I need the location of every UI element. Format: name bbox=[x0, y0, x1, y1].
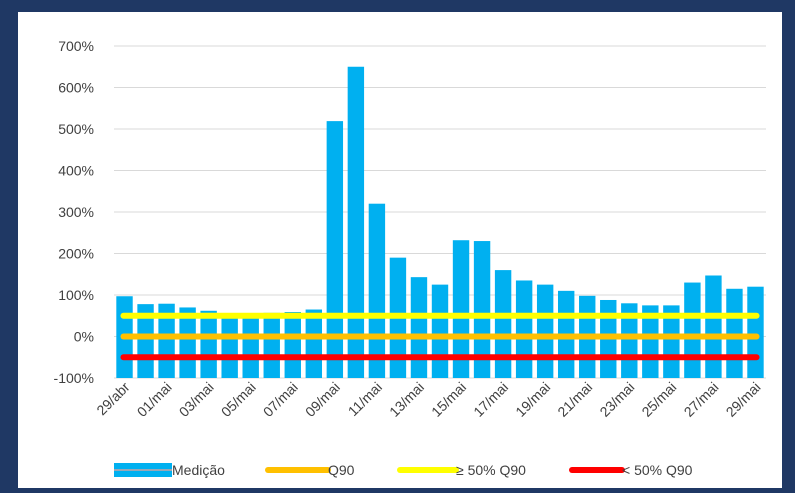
y-tick-label: 0% bbox=[74, 329, 94, 345]
y-tick-label: 700% bbox=[58, 38, 94, 54]
bar bbox=[515, 280, 533, 378]
x-tick-label: 23/mai bbox=[596, 379, 637, 420]
y-tick-label: -100% bbox=[54, 370, 94, 386]
x-tick-label: 21/mai bbox=[554, 379, 595, 420]
bar bbox=[684, 282, 701, 378]
x-tick-label: 29/abr bbox=[93, 379, 133, 419]
legend-label: Q90 bbox=[328, 462, 355, 478]
bar bbox=[242, 313, 259, 378]
legend-label: ≥ 50% Q90 bbox=[456, 462, 526, 478]
bar bbox=[284, 312, 301, 378]
y-tick-label: 400% bbox=[58, 163, 94, 179]
legend-label: Medição bbox=[172, 462, 225, 478]
bar bbox=[221, 313, 238, 378]
bar bbox=[410, 277, 428, 378]
y-tick-label: 200% bbox=[58, 246, 94, 262]
bars bbox=[116, 66, 764, 379]
x-tick-label: 09/mai bbox=[302, 379, 343, 420]
chart: -100% 0% 100% 200% 300% 400% 500% 600% 700% 29/a… bbox=[54, 38, 766, 478]
x-tick-label: 03/mai bbox=[176, 379, 217, 420]
x-tick-label: 29/mai bbox=[723, 379, 764, 420]
x-tick-label: 15/mai bbox=[428, 379, 469, 420]
x-tick-label: 13/mai bbox=[386, 379, 427, 420]
bar bbox=[452, 240, 470, 378]
bar bbox=[705, 275, 722, 378]
x-tick-label: 05/mai bbox=[218, 379, 259, 420]
reference-lines bbox=[120, 312, 760, 361]
x-tick-label: 17/mai bbox=[470, 379, 511, 420]
legend: Medição Q90 ≥ 50% Q90 < 50% Q90 bbox=[114, 462, 693, 478]
x-axis-labels: 29/abr 01/mai 03/mai 05/mai 07/mai 09/mai 11/m… bbox=[93, 379, 763, 420]
y-tick-label: 600% bbox=[58, 80, 94, 96]
y-axis-labels: -100% 0% 100% 200% 300% 400% 500% 600% 700% bbox=[54, 38, 94, 386]
bar bbox=[431, 284, 449, 378]
bar bbox=[494, 270, 512, 378]
y-tick-label: 300% bbox=[58, 204, 94, 220]
chart-panel: -100% 0% 100% 200% 300% 400% 500% 600% 700% 29/a… bbox=[18, 12, 782, 488]
x-tick-label: 27/mai bbox=[681, 379, 722, 420]
bar bbox=[200, 310, 217, 378]
bar bbox=[726, 288, 743, 378]
bar bbox=[536, 284, 554, 378]
x-tick-label: 01/mai bbox=[134, 379, 175, 420]
bar bbox=[747, 286, 764, 378]
bar bbox=[179, 307, 196, 378]
bar bbox=[263, 312, 280, 378]
y-tick-label: 100% bbox=[58, 287, 94, 303]
bar bbox=[473, 241, 491, 378]
x-tick-label: 07/mai bbox=[260, 379, 301, 420]
y-tick-label: 500% bbox=[58, 121, 94, 137]
x-tick-label: 11/mai bbox=[345, 379, 385, 419]
x-tick-label: 19/mai bbox=[512, 379, 553, 420]
bar bbox=[368, 203, 386, 378]
bar bbox=[347, 66, 365, 378]
x-tick-label: 25/mai bbox=[638, 379, 679, 420]
bar bbox=[305, 309, 323, 378]
legend-label: < 50% Q90 bbox=[622, 462, 693, 478]
